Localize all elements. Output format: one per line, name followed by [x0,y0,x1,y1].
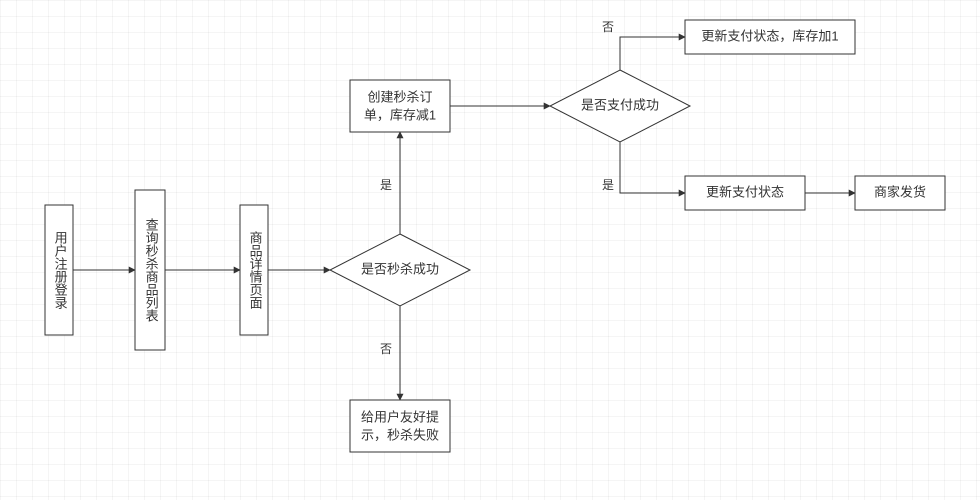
node-decide-pay-label: 是否支付成功 [581,97,659,112]
edge-label-seckill-no: 否 [380,342,392,356]
edge-decide-pay-no [620,37,685,70]
node-create-order: 创建秒杀订 单，库存减1 [350,80,450,132]
node-pay-fail-label: 更新支付状态，库存加1 [701,28,838,43]
node-create-order-line2: 单，库存减1 [364,107,436,122]
node-decide-seckill: 是否秒杀成功 [330,234,470,306]
node-ship: 商家发货 [855,176,945,210]
node-register-label: 用户注册登录 [53,231,68,309]
node-detail-page: 商品详情页面 [240,205,268,335]
node-pay-ok: 更新支付状态 [685,176,805,210]
flowchart-canvas: 是 否 否 是 用户注册登录 查询秒杀商品列表 商品详情页面 [0,0,980,500]
node-query-list-label: 查询秒杀商品列表 [144,218,159,322]
node-pay-ok-label: 更新支付状态 [706,184,784,199]
node-decide-pay: 是否支付成功 [550,70,690,142]
node-detail-page-label: 商品详情页面 [248,231,263,309]
node-fail-tip-line2: 示，秒杀失败 [361,427,439,442]
node-fail-tip: 给用户友好提 示，秒杀失败 [350,400,450,452]
edge-label-pay-no: 否 [602,20,614,34]
edge-decide-pay-yes [620,142,685,193]
node-ship-label: 商家发货 [874,184,926,199]
node-pay-fail: 更新支付状态，库存加1 [685,20,855,54]
node-create-order-line1: 创建秒杀订 [367,89,432,104]
nodes-layer: 用户注册登录 查询秒杀商品列表 商品详情页面 是否秒杀成功 创建秒杀订 单，库存… [45,20,945,452]
node-register: 用户注册登录 [45,205,73,335]
edge-label-seckill-yes: 是 [380,178,392,192]
node-decide-seckill-label: 是否秒杀成功 [361,261,439,276]
node-query-list: 查询秒杀商品列表 [135,190,165,350]
edge-label-pay-yes: 是 [602,178,614,192]
node-fail-tip-line1: 给用户友好提 [361,409,439,424]
